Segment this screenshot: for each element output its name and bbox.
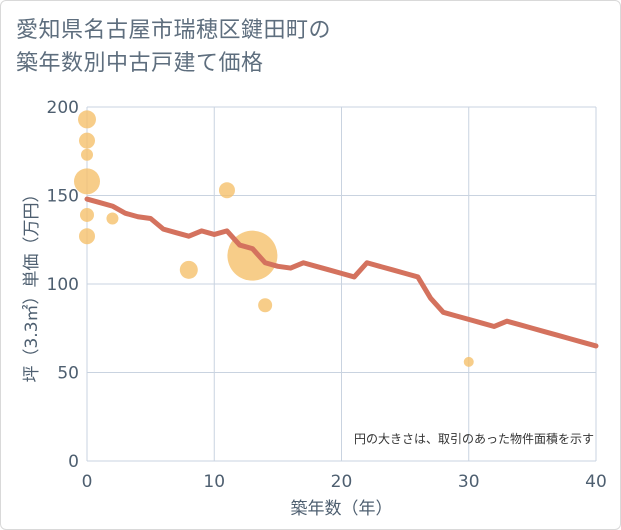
chart-title: 愛知県名古屋市瑞穂区鍵田町の 築年数別中古戸建て価格 bbox=[16, 14, 331, 80]
bubble-3 bbox=[74, 168, 100, 195]
y-tick-label-3: 150 bbox=[47, 187, 79, 207]
y-tick-label-2: 100 bbox=[47, 275, 79, 295]
grid-lines bbox=[86, 106, 597, 462]
y-tick-label-4: 200 bbox=[47, 98, 79, 118]
trend-line bbox=[84, 196, 599, 349]
bubble-1 bbox=[79, 132, 95, 149]
bubble-series bbox=[74, 110, 474, 367]
title-line-1: 愛知県名古屋市瑞穂区鍵田町の bbox=[16, 18, 332, 43]
y-tick-label-0: 0 bbox=[68, 452, 79, 472]
x-tick-label-3: 30 bbox=[458, 472, 480, 492]
bubble-7 bbox=[179, 260, 198, 279]
bubble-11 bbox=[463, 356, 474, 367]
bubble-size-note: 円の大きさは、取引のあった物件面積を示す bbox=[354, 431, 594, 446]
bubble-4 bbox=[80, 207, 94, 222]
x-tick-label-0: 0 bbox=[82, 472, 93, 492]
x-tick-label-1: 10 bbox=[203, 472, 225, 492]
y-tick-label-1: 50 bbox=[57, 364, 79, 384]
x-tick-label-2: 20 bbox=[331, 472, 353, 492]
trend-line-series bbox=[84, 196, 599, 349]
bubble-10 bbox=[258, 298, 273, 313]
bubble-2 bbox=[81, 148, 93, 161]
bubble-8 bbox=[218, 182, 235, 199]
bubble-0 bbox=[78, 110, 96, 129]
bubble-5 bbox=[79, 228, 95, 245]
x-axis-label: 築年数（年） bbox=[291, 499, 393, 519]
y-axis-label: 坪（3.3㎡）単価（万円） bbox=[22, 185, 42, 382]
tick-labels: 0 10 20 30 40 0 50 100 150 200 bbox=[47, 98, 607, 492]
title-line-2: 築年数別中古戸建て価格 bbox=[16, 51, 264, 76]
x-tick-label-4: 40 bbox=[585, 472, 607, 492]
bubble-6 bbox=[106, 212, 119, 225]
